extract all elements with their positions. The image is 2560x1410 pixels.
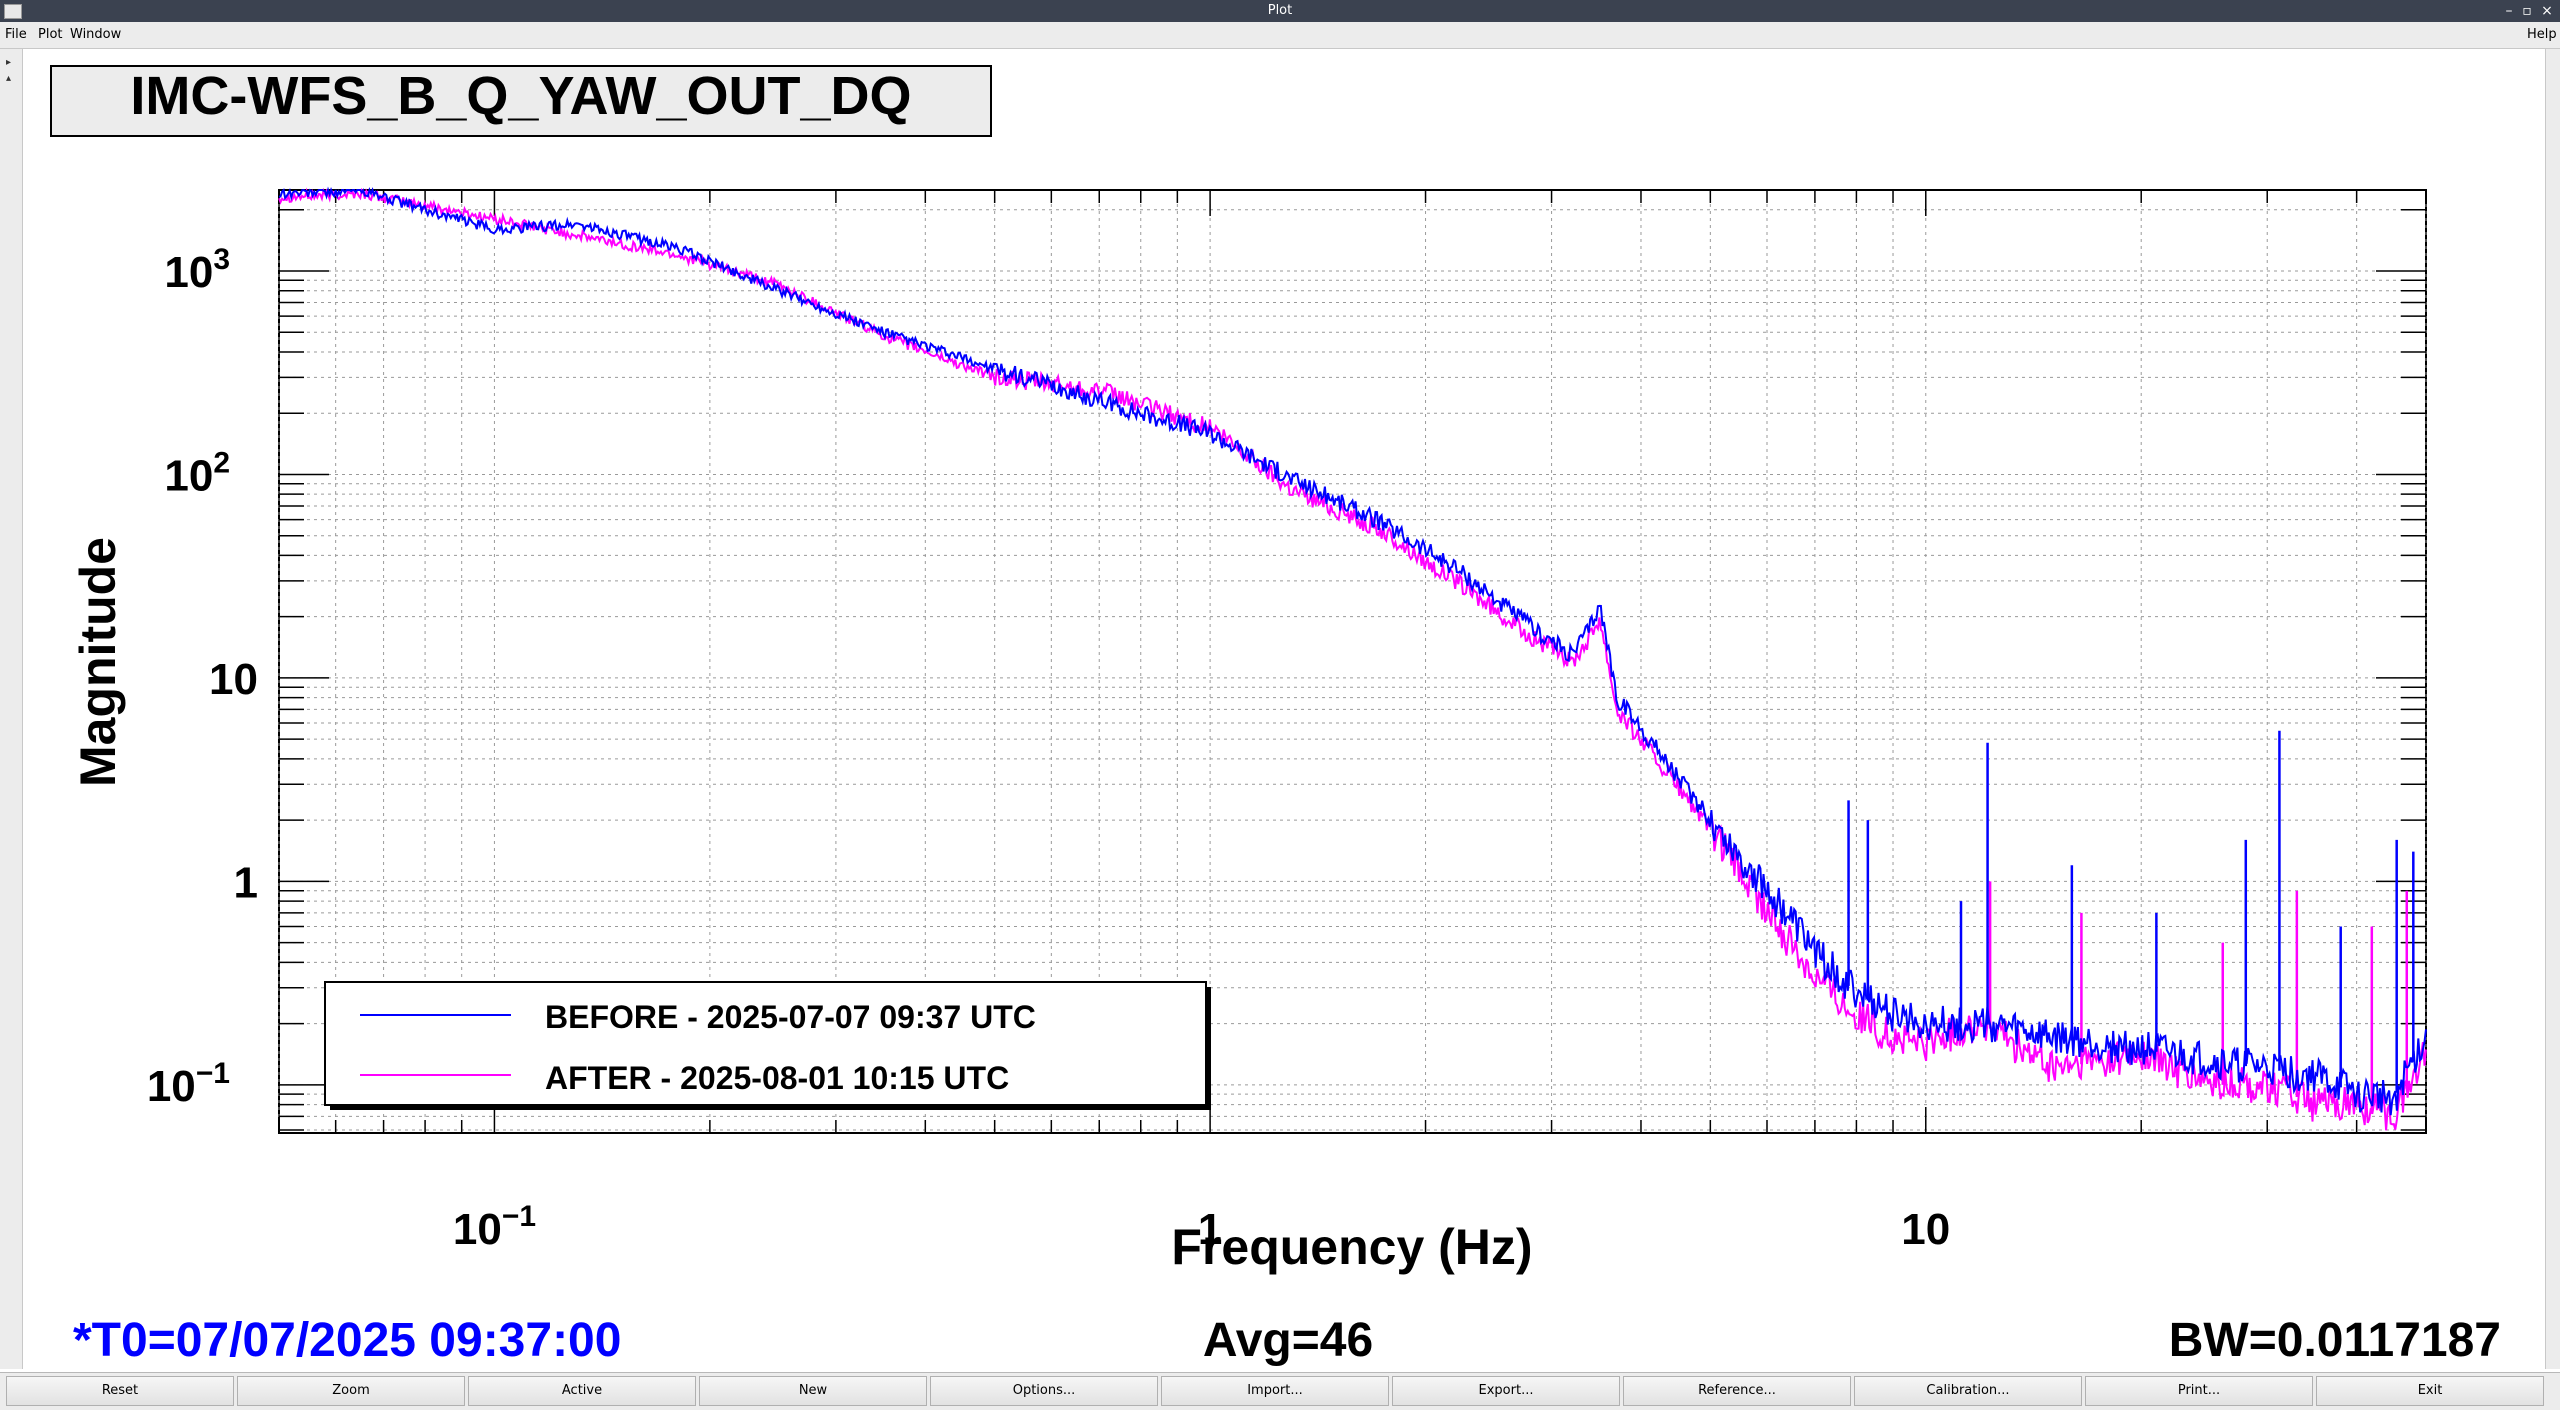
y-tick-label: 10 xyxy=(209,655,258,704)
y-tick-label: 103 xyxy=(164,243,230,297)
x-tick-label: 10−1 xyxy=(453,1200,536,1254)
active-button[interactable]: Active xyxy=(468,1376,696,1406)
plot-frame xyxy=(278,189,2427,1134)
menu-file[interactable]: File xyxy=(5,27,27,42)
tick-labels: 10−1 1 10 10−1 1 10 102 103 xyxy=(147,243,1950,1254)
x-tick-label: 10 xyxy=(1901,1205,1950,1254)
print-button[interactable]: Print... xyxy=(2085,1376,2313,1406)
x-tick-label: 1 xyxy=(1198,1205,1222,1254)
y-tick-label: 10−1 xyxy=(147,1057,230,1111)
title-box xyxy=(50,65,992,137)
legend-label-before: BEFORE - 2025-07-07 09:37 UTC xyxy=(545,999,1036,1035)
bottom-toolbar: Reset Zoom Active New Options... Import.… xyxy=(0,1372,2560,1410)
chevron-up-icon[interactable]: ▴ xyxy=(6,73,12,84)
x-tick-label-exponent: −1 xyxy=(502,1200,536,1233)
reference-button[interactable]: Reference... xyxy=(1623,1376,1851,1406)
legend-label-after: AFTER - 2025-08-01 10:15 UTC xyxy=(545,1060,1009,1096)
export-button[interactable]: Export... xyxy=(1392,1376,1620,1406)
plot-canvas[interactable]: IMC-WFS_B_Q_YAW_OUT_DQ 10−1 1 10 10−1 1 10 102… xyxy=(23,49,2544,1369)
left-pane-strip[interactable]: ▸ ▴ xyxy=(0,49,23,1369)
series-line xyxy=(278,187,2427,1131)
x-axis-title: Frequency (Hz) xyxy=(1171,1219,1532,1275)
legend: BEFORE - 2025-07-07 09:37 UTC AFTER - 20… xyxy=(324,981,1211,1110)
new-button[interactable]: New xyxy=(699,1376,927,1406)
import-button[interactable]: Import... xyxy=(1161,1376,1389,1406)
bw-label: BW=0.0117187 xyxy=(2169,1314,2501,1367)
grid xyxy=(278,190,2427,1133)
chevron-right-icon[interactable]: ▸ xyxy=(6,57,12,68)
zoom-button[interactable]: Zoom xyxy=(237,1376,465,1406)
right-scrollbar[interactable] xyxy=(2545,49,2560,1369)
calibration-button[interactable]: Calibration... xyxy=(1854,1376,2082,1406)
legend-box xyxy=(324,981,1207,1106)
y-axis-title: Magnitude xyxy=(70,537,126,787)
window-titlebar: Plot – ▫ × xyxy=(0,0,2560,22)
app-icon xyxy=(4,4,22,19)
maximize-icon[interactable]: ▫ xyxy=(2522,3,2532,19)
series-line xyxy=(278,186,2427,1116)
minimize-icon[interactable]: – xyxy=(2505,3,2513,19)
channel-title: IMC-WFS_B_Q_YAW_OUT_DQ xyxy=(130,66,911,126)
menu-bar: File Plot Window Help xyxy=(0,22,2560,49)
window-title: Plot xyxy=(1267,3,1293,18)
series-lines xyxy=(278,186,2427,1131)
menu-window[interactable]: Window xyxy=(70,27,122,42)
y-tick-label-exponent: 2 xyxy=(213,446,230,479)
close-icon[interactable]: × xyxy=(2541,3,2553,19)
y-tick-label: 102 xyxy=(164,446,230,500)
menu-help[interactable]: Help xyxy=(2527,27,2557,42)
y-tick-label-exponent: −1 xyxy=(196,1057,230,1090)
exit-button[interactable]: Exit xyxy=(2316,1376,2544,1406)
t0-label: *T0=07/07/2025 09:37:00 xyxy=(73,1314,621,1367)
avg-label: Avg=46 xyxy=(1203,1314,1373,1367)
reset-button[interactable]: Reset xyxy=(6,1376,234,1406)
y-tick-label-exponent: 3 xyxy=(213,243,230,276)
plot-svg[interactable]: IMC-WFS_B_Q_YAW_OUT_DQ 10−1 1 10 10−1 1 10 102… xyxy=(23,49,2544,1369)
y-tick-label: 1 xyxy=(234,858,258,907)
options-button[interactable]: Options... xyxy=(930,1376,1158,1406)
menu-plot[interactable]: Plot xyxy=(38,27,63,42)
